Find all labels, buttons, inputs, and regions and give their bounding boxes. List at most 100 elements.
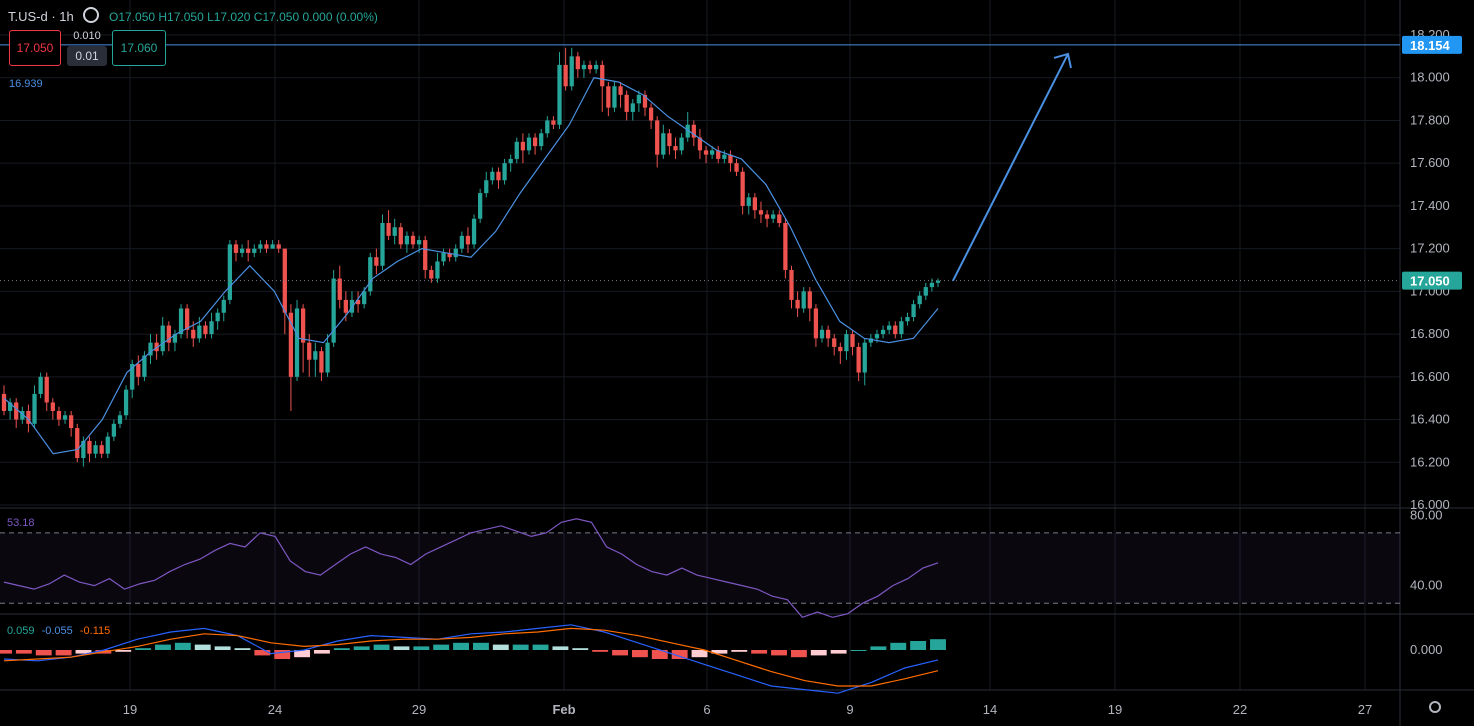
candle-body	[75, 428, 80, 458]
candle	[331, 270, 336, 347]
macd-histogram-bar	[214, 646, 231, 650]
candle	[471, 214, 477, 249]
candle-body	[368, 257, 373, 292]
candle-body	[471, 218, 477, 245]
candle	[142, 351, 147, 382]
candle	[410, 231, 416, 249]
sell-button[interactable]: 17.050	[9, 30, 61, 66]
candle	[264, 240, 269, 253]
candle-body	[105, 436, 110, 454]
candle-body	[917, 295, 922, 305]
settings-icon[interactable]	[1429, 701, 1441, 713]
candle-body	[496, 171, 501, 181]
candle-body	[600, 64, 605, 87]
candle-body	[502, 163, 507, 181]
candle	[911, 299, 916, 322]
candle-body	[325, 342, 330, 373]
candle-body	[50, 402, 55, 411]
price-tick-label: 16.600	[1410, 369, 1450, 384]
candle	[697, 129, 703, 159]
macd-histogram-bar	[115, 650, 132, 652]
candle	[465, 227, 471, 253]
candle	[398, 223, 403, 249]
candle	[325, 334, 330, 377]
candle-body	[606, 86, 611, 108]
candle	[771, 210, 776, 223]
candle-body	[355, 299, 361, 305]
candle-body	[868, 338, 873, 343]
candle-body	[26, 411, 31, 424]
candle-body	[233, 244, 239, 253]
candle	[307, 334, 312, 377]
candle	[502, 158, 507, 185]
candle	[764, 210, 770, 228]
candle	[380, 214, 385, 270]
candle-body	[856, 346, 861, 373]
candle-body	[288, 312, 294, 377]
candle	[893, 321, 898, 339]
price-tick-label: 17.600	[1410, 155, 1450, 170]
candle	[612, 82, 617, 112]
lot-size-input[interactable]: 0.01	[67, 46, 107, 66]
candle	[185, 304, 190, 339]
candle-body	[99, 445, 104, 454]
candle	[349, 291, 355, 317]
candle	[508, 154, 513, 172]
arrow-shaft	[952, 53, 1069, 282]
candle	[545, 116, 550, 138]
candle-body	[648, 107, 654, 121]
candle	[178, 304, 184, 339]
candle	[386, 210, 391, 241]
symbol-label[interactable]: T.US-d · 1h	[8, 9, 74, 24]
candle-body	[386, 223, 391, 236]
candle-body	[294, 308, 300, 377]
macd-histogram-bar	[631, 650, 648, 658]
candle-body	[551, 120, 556, 125]
candle-body	[20, 411, 25, 420]
candle-body	[484, 180, 489, 194]
candle-body	[612, 86, 617, 108]
candle-body	[557, 64, 562, 125]
gear-icon[interactable]	[83, 7, 100, 23]
candle	[746, 193, 751, 215]
candle-body	[758, 210, 764, 215]
time-tick-label: 9	[846, 702, 853, 717]
price-badge	[1402, 35, 1462, 54]
candle-body	[771, 214, 776, 219]
macd-histogram-bar	[790, 650, 807, 658]
macd-histogram-bar	[552, 646, 569, 650]
macd-histogram-bar	[850, 650, 867, 651]
candle-body	[197, 325, 202, 339]
macd-histogram-bar	[373, 644, 390, 650]
candle	[880, 325, 886, 339]
candle	[917, 291, 922, 309]
candle	[630, 99, 635, 121]
candle	[453, 244, 458, 262]
candle-body	[410, 235, 416, 245]
candle-body	[532, 137, 538, 147]
candle	[691, 120, 696, 147]
candle-body	[764, 214, 770, 219]
candle	[221, 295, 226, 322]
candle	[93, 440, 98, 458]
candle-body	[923, 287, 928, 296]
candle	[685, 111, 690, 142]
candle-body	[276, 244, 281, 249]
macd-histogram-bar	[0, 650, 12, 654]
rsi-tick-label: 80.00	[1410, 507, 1443, 522]
macd-histogram-bar	[691, 650, 708, 658]
candle-body	[270, 244, 275, 249]
buy-button[interactable]: 17.060	[112, 30, 166, 66]
candle	[807, 287, 812, 322]
candle	[819, 325, 825, 343]
candle	[862, 338, 867, 386]
macd-histogram-bar	[592, 650, 609, 652]
candle-body	[215, 312, 220, 322]
macd-histogram-bar	[174, 642, 191, 650]
candle-body	[679, 137, 684, 151]
candle	[75, 423, 80, 463]
candle	[215, 308, 220, 330]
macd-histogram-bar	[413, 646, 430, 650]
